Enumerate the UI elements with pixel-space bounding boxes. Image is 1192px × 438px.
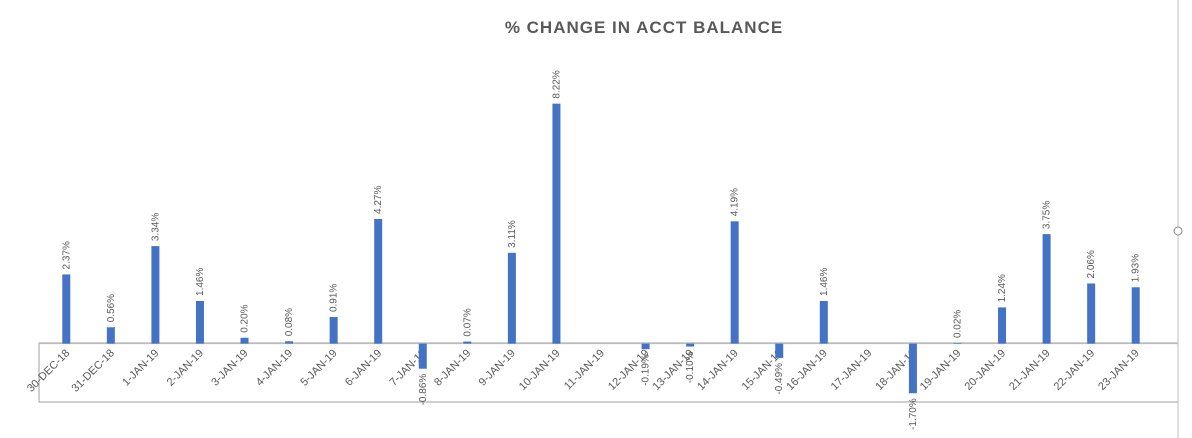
bar	[953, 343, 962, 344]
data-label: -0.49%	[774, 363, 785, 395]
data-label: 1.46%	[195, 268, 206, 296]
data-label: 1.46%	[819, 268, 830, 296]
bar	[1131, 287, 1140, 344]
data-label: 3.75%	[1042, 201, 1053, 229]
x-tick-label: 5-JAN-19	[298, 347, 339, 388]
x-tick-label: 20-JAN-19	[962, 347, 1008, 393]
data-label: 2.37%	[61, 241, 72, 269]
x-tick-label: 30-DEC-18	[25, 347, 72, 394]
data-label: -1.70%	[908, 398, 919, 430]
data-label: -0.10%	[685, 351, 696, 383]
bar	[374, 218, 383, 344]
x-tick-label: 23-JAN-19	[1096, 347, 1142, 393]
data-label: 4.19%	[730, 188, 741, 216]
x-tick-label: 16-JAN-19	[784, 347, 830, 393]
bar	[686, 343, 695, 347]
bar	[285, 341, 294, 344]
data-label: 0.91%	[329, 284, 340, 312]
bar	[106, 327, 115, 344]
data-label: 0.02%	[952, 310, 963, 338]
x-tick-label: 6-JAN-19	[343, 347, 384, 388]
bar	[775, 343, 784, 358]
bar	[641, 343, 650, 350]
x-tick-label: 2-JAN-19	[165, 347, 206, 388]
bar	[730, 221, 739, 344]
x-tick-label: 31-DEC-18	[70, 347, 117, 394]
bar	[507, 252, 516, 344]
x-tick-label: 14-JAN-19	[695, 347, 741, 393]
x-tick-label: 17-JAN-19	[829, 347, 875, 393]
x-tick-label: 22-JAN-19	[1052, 347, 1098, 393]
x-tick-label: 8-JAN-19	[432, 347, 473, 388]
data-label: 0.56%	[106, 294, 117, 322]
chart-title: % CHANGE IN ACCT BALANCE	[505, 18, 783, 37]
x-tick-label: 3-JAN-19	[209, 347, 250, 388]
data-label: 0.07%	[462, 308, 473, 336]
selection-frame	[38, 342, 1179, 403]
data-label: -0.19%	[641, 354, 652, 386]
bar	[819, 300, 828, 344]
data-label: 1.24%	[997, 274, 1008, 302]
data-label: 8.22%	[551, 70, 562, 98]
bar	[552, 103, 561, 344]
data-label: 1.93%	[1131, 254, 1142, 282]
x-tick-label: 1-JAN-19	[120, 347, 161, 388]
bar	[908, 343, 917, 394]
x-tick-label: 19-JAN-19	[918, 347, 964, 393]
bar	[195, 300, 204, 344]
bar	[240, 337, 249, 344]
data-label: 3.34%	[150, 213, 161, 241]
x-tick-label: 9-JAN-19	[477, 347, 518, 388]
bar	[418, 343, 427, 369]
data-label: 0.20%	[240, 304, 251, 332]
bar	[329, 317, 338, 344]
bar	[998, 307, 1007, 344]
data-label: 0.08%	[284, 308, 295, 336]
bar	[62, 274, 71, 344]
resize-handle[interactable]	[1173, 226, 1183, 236]
bar	[1087, 283, 1096, 344]
x-tick-label: 10-JAN-19	[517, 347, 563, 393]
bar	[151, 246, 160, 344]
bar	[1042, 234, 1051, 344]
data-label: 2.06%	[1086, 250, 1097, 278]
data-label: -0.86%	[418, 374, 429, 406]
x-tick-label: 11-JAN-19	[562, 347, 607, 392]
data-label: 4.27%	[373, 185, 384, 213]
bar	[463, 341, 472, 344]
x-tick-label: 4-JAN-19	[254, 347, 295, 388]
x-tick-label: 21-JAN-19	[1007, 347, 1053, 393]
data-label: 3.11%	[507, 220, 518, 248]
